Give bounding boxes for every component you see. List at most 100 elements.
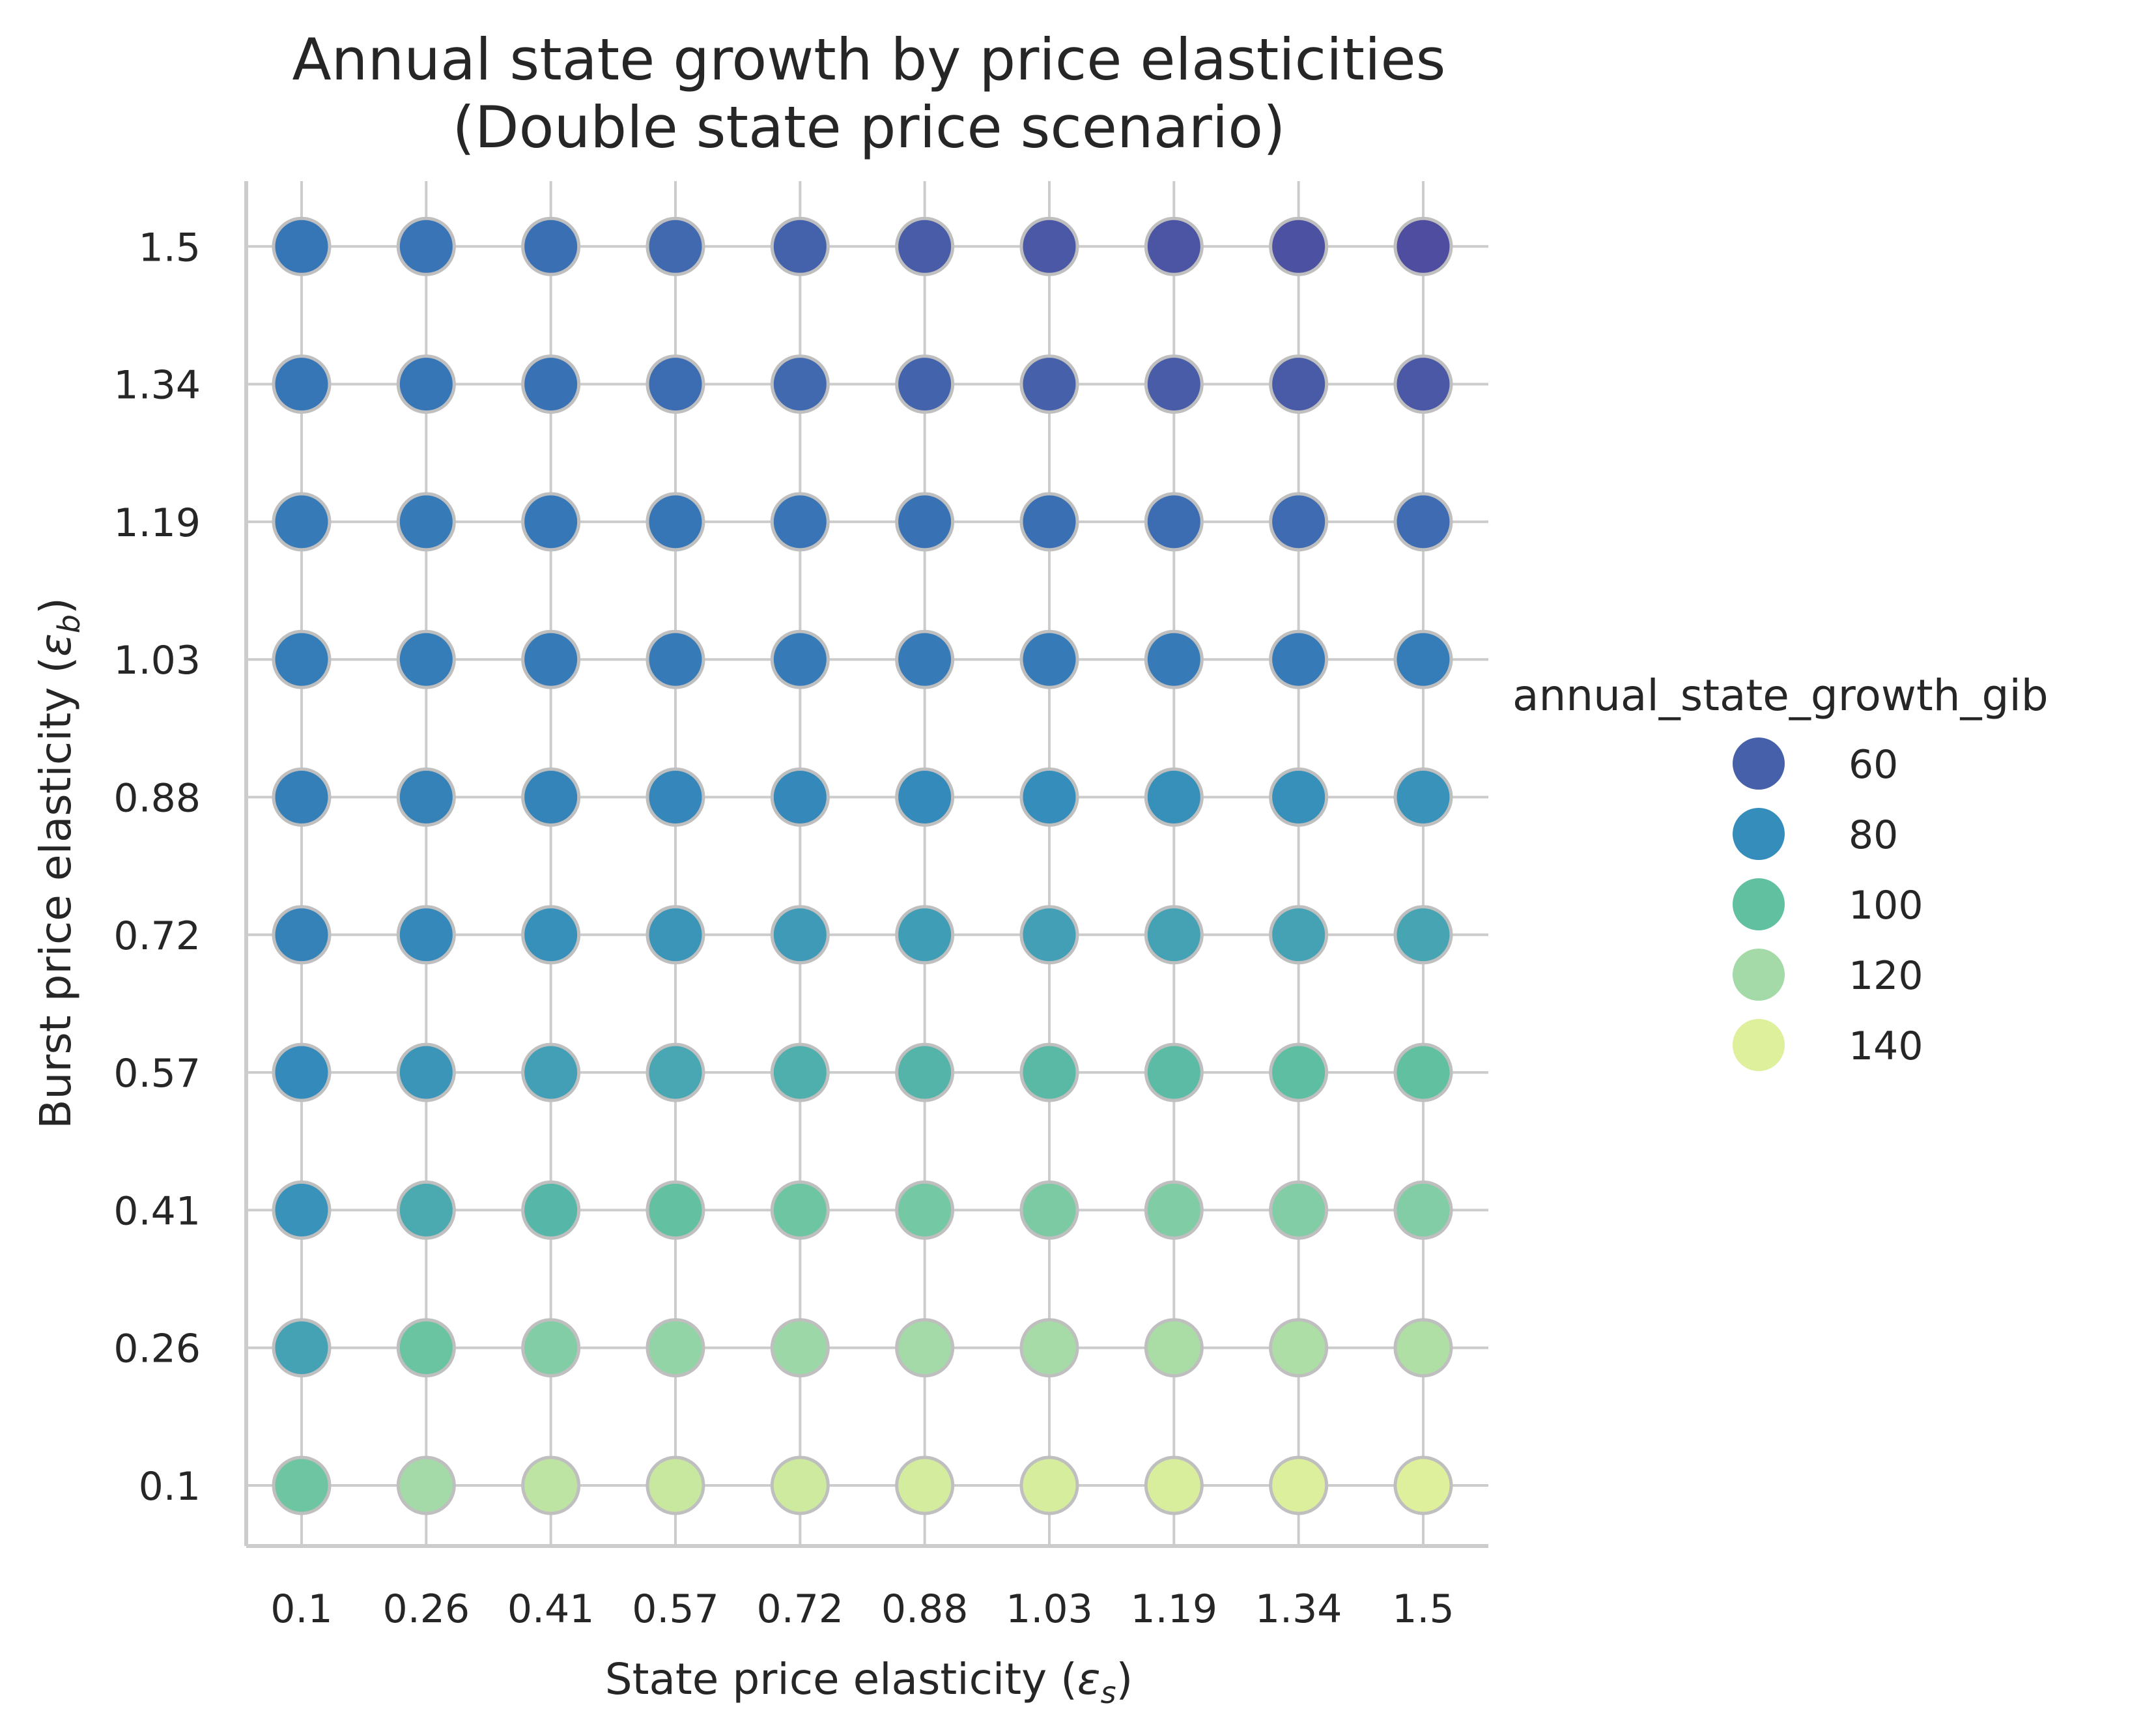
- point-x0.88-y1.5: [895, 216, 955, 276]
- legend-label-100: 100: [1849, 883, 1923, 928]
- x-tick-label-0.1: 0.1: [270, 1586, 332, 1632]
- point-x0.1-y0.57: [272, 1042, 332, 1102]
- point-x1.19-y1.34: [1144, 354, 1204, 414]
- point-x1.03-y0.72: [1019, 905, 1079, 965]
- point-x1.34-y0.72: [1269, 905, 1329, 965]
- point-x0.41-y0.41: [521, 1180, 581, 1240]
- point-x0.1-y1.03: [272, 629, 332, 689]
- point-x0.1-y1.19: [272, 492, 332, 552]
- y-tick-label-1.5: 1.5: [139, 225, 201, 270]
- point-x1.34-y0.26: [1269, 1318, 1329, 1378]
- point-x0.41-y0.1: [521, 1455, 581, 1515]
- point-x0.72-y0.72: [770, 905, 830, 965]
- point-x0.88-y1.19: [895, 492, 955, 552]
- point-x0.57-y1.03: [645, 629, 705, 689]
- point-x1.19-y1.03: [1144, 629, 1204, 689]
- point-x0.41-y1.19: [521, 492, 581, 552]
- point-x1.34-y0.1: [1269, 1455, 1329, 1515]
- y-tick-labels: 0.1 0.26 0.41 0.57 0.72 0.88 1.03 1.19 1.34 1.5: [113, 225, 201, 1510]
- point-x1.5-y0.26: [1393, 1318, 1453, 1378]
- legend-marker-140: [1733, 1019, 1785, 1071]
- point-x1.19-y0.88: [1144, 767, 1204, 827]
- x-tick-label-1.03: 1.03: [1006, 1586, 1093, 1632]
- point-x0.72-y1.19: [770, 492, 830, 552]
- point-x0.1-y0.41: [272, 1180, 332, 1240]
- point-x0.88-y0.57: [895, 1042, 955, 1102]
- legend-marker-60: [1733, 738, 1785, 790]
- point-x1.03-y0.41: [1019, 1180, 1079, 1240]
- point-x0.72-y0.41: [770, 1180, 830, 1240]
- point-x0.26-y1.19: [396, 492, 456, 552]
- x-tick-label-0.57: 0.57: [632, 1586, 719, 1632]
- point-x1.03-y1.5: [1019, 216, 1079, 276]
- point-x0.57-y0.72: [645, 905, 705, 965]
- point-x0.26-y1.34: [396, 354, 456, 414]
- point-x1.34-y0.41: [1269, 1180, 1329, 1240]
- point-x1.03-y0.1: [1019, 1455, 1079, 1515]
- y-tick-label-0.72: 0.72: [113, 913, 201, 959]
- point-x0.57-y1.5: [645, 216, 705, 276]
- point-x1.5-y1.34: [1393, 354, 1453, 414]
- point-x0.1-y1.5: [272, 216, 332, 276]
- point-x1.5-y1.19: [1393, 492, 1453, 552]
- point-x1.03-y0.57: [1019, 1042, 1079, 1102]
- point-x1.19-y0.1: [1144, 1455, 1204, 1515]
- x-tick-label-0.72: 0.72: [757, 1586, 844, 1632]
- point-x0.26-y1.03: [396, 629, 456, 689]
- x-axis-label-text: State price elasticity (εs): [605, 1654, 1133, 1710]
- x-axis-label: State price elasticity (εs): [605, 1654, 1133, 1710]
- point-x1.5-y1.5: [1393, 216, 1453, 276]
- point-x1.5-y0.88: [1393, 767, 1453, 827]
- point-x0.41-y1.34: [521, 354, 581, 414]
- y-tick-label-0.1: 0.1: [139, 1464, 201, 1510]
- point-x1.19-y1.5: [1144, 216, 1204, 276]
- point-x0.57-y1.34: [645, 354, 705, 414]
- legend-label-120: 120: [1849, 953, 1923, 999]
- x-tick-label-1.5: 1.5: [1392, 1586, 1454, 1632]
- point-x0.72-y0.26: [770, 1318, 830, 1378]
- point-x1.19-y1.19: [1144, 492, 1204, 552]
- point-x0.57-y0.88: [645, 767, 705, 827]
- point-x1.34-y1.03: [1269, 629, 1329, 689]
- point-x1.03-y0.88: [1019, 767, 1079, 827]
- point-x0.26-y0.1: [396, 1455, 456, 1515]
- point-x1.03-y0.26: [1019, 1318, 1079, 1378]
- y-tick-label-1.03: 1.03: [113, 638, 201, 683]
- chart-title-line-1: Annual state growth by price elasticitie…: [292, 26, 1446, 93]
- point-x1.19-y0.57: [1144, 1042, 1204, 1102]
- point-x0.57-y0.1: [645, 1455, 705, 1515]
- y-tick-label-0.57: 0.57: [113, 1051, 201, 1096]
- x-tick-label-0.88: 0.88: [881, 1586, 969, 1632]
- data-points: [272, 216, 1453, 1515]
- point-x0.26-y0.57: [396, 1042, 456, 1102]
- point-x0.72-y0.57: [770, 1042, 830, 1102]
- legend-marker-80: [1733, 808, 1785, 860]
- point-x0.72-y1.5: [770, 216, 830, 276]
- legend-title: annual_state_growth_gib: [1512, 670, 2049, 721]
- point-x0.41-y0.57: [521, 1042, 581, 1102]
- point-x0.57-y0.26: [645, 1318, 705, 1378]
- point-x0.1-y0.88: [272, 767, 332, 827]
- legend: annual_state_growth_gib 60 80 100 120 140: [1512, 670, 2049, 1071]
- point-x0.88-y1.34: [895, 354, 955, 414]
- point-x1.34-y1.34: [1269, 354, 1329, 414]
- point-x0.41-y0.26: [521, 1318, 581, 1378]
- point-x0.88-y0.88: [895, 767, 955, 827]
- point-x0.88-y0.1: [895, 1455, 955, 1515]
- point-x1.34-y1.19: [1269, 492, 1329, 552]
- point-x0.26-y0.41: [396, 1180, 456, 1240]
- point-x0.1-y0.1: [272, 1455, 332, 1515]
- x-tick-label-0.41: 0.41: [507, 1586, 595, 1632]
- point-x1.5-y0.57: [1393, 1042, 1453, 1102]
- point-x1.03-y1.03: [1019, 629, 1079, 689]
- point-x0.72-y0.88: [770, 767, 830, 827]
- point-x1.19-y0.72: [1144, 905, 1204, 965]
- point-x1.5-y0.72: [1393, 905, 1453, 965]
- point-x0.41-y1.03: [521, 629, 581, 689]
- y-tick-label-1.19: 1.19: [113, 500, 201, 546]
- point-x0.41-y0.88: [521, 767, 581, 827]
- y-tick-label-0.41: 0.41: [113, 1188, 201, 1234]
- point-x0.88-y0.26: [895, 1318, 955, 1378]
